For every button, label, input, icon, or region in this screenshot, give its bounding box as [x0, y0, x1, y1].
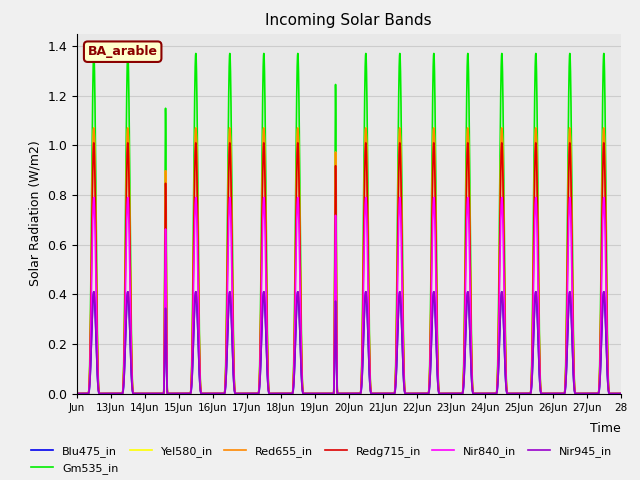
Line: Nir945_in: Nir945_in — [77, 292, 621, 394]
Text: Time: Time — [590, 422, 621, 435]
Yel580_in — [90, 125, 98, 131]
Redg715_in — [617, 391, 625, 396]
Blu475_in — [90, 289, 98, 295]
Gm535_in — [498, 51, 506, 57]
Text: BA_arable: BA_arable — [88, 45, 157, 58]
Redg715_in — [539, 391, 547, 396]
Red655_in — [73, 391, 81, 396]
Nir945_in — [398, 335, 406, 340]
Line: Blu475_in: Blu475_in — [77, 292, 621, 394]
Gm535_in — [617, 391, 625, 396]
Red655_in — [617, 391, 625, 396]
Blu475_in — [539, 391, 547, 396]
Red655_in — [369, 391, 377, 396]
Blu475_in — [369, 391, 377, 396]
Gm535_in — [525, 391, 532, 396]
Red655_in — [90, 125, 98, 131]
Red655_in — [539, 391, 547, 396]
Blu475_in — [186, 391, 193, 396]
Nir840_in — [539, 391, 547, 396]
Redg715_in — [498, 140, 506, 146]
Yel580_in — [398, 244, 406, 250]
Gm535_in — [369, 391, 377, 396]
Yel580_in — [73, 391, 81, 396]
Nir945_in — [498, 289, 506, 295]
Red655_in — [186, 391, 193, 396]
Nir945_in — [539, 391, 547, 396]
Redg715_in — [525, 391, 532, 396]
Redg715_in — [90, 140, 98, 146]
Red655_in — [398, 244, 406, 250]
Nir945_in — [73, 391, 81, 396]
Red655_in — [498, 125, 506, 131]
Blu475_in — [398, 335, 406, 340]
Title: Incoming Solar Bands: Incoming Solar Bands — [266, 13, 432, 28]
Line: Yel580_in: Yel580_in — [77, 128, 621, 394]
Redg715_in — [186, 391, 193, 396]
Legend: Blu475_in, Gm535_in, Yel580_in, Red655_in, Redg715_in, Nir840_in, Nir945_in: Blu475_in, Gm535_in, Yel580_in, Red655_i… — [27, 442, 616, 478]
Blu475_in — [498, 289, 506, 295]
Redg715_in — [398, 252, 406, 258]
Yel580_in — [369, 391, 377, 396]
Nir840_in — [369, 391, 377, 396]
Yel580_in — [186, 391, 193, 396]
Yel580_in — [525, 391, 532, 396]
Nir945_in — [186, 391, 193, 396]
Y-axis label: Solar Radiation (W/m2): Solar Radiation (W/m2) — [29, 141, 42, 287]
Nir840_in — [617, 391, 625, 396]
Red655_in — [525, 391, 532, 396]
Gm535_in — [186, 391, 193, 396]
Nir840_in — [398, 283, 406, 288]
Nir945_in — [90, 289, 98, 295]
Yel580_in — [617, 391, 625, 396]
Gm535_in — [90, 50, 98, 56]
Gm535_in — [398, 203, 406, 209]
Line: Nir840_in: Nir840_in — [77, 197, 621, 394]
Nir840_in — [186, 391, 193, 396]
Gm535_in — [539, 391, 547, 396]
Blu475_in — [525, 391, 532, 396]
Blu475_in — [73, 391, 81, 396]
Redg715_in — [73, 391, 81, 396]
Nir945_in — [617, 391, 625, 396]
Yel580_in — [539, 391, 547, 396]
Line: Red655_in: Red655_in — [77, 128, 621, 394]
Nir840_in — [498, 195, 506, 201]
Blu475_in — [617, 391, 625, 396]
Gm535_in — [73, 391, 81, 396]
Redg715_in — [369, 391, 377, 396]
Nir945_in — [369, 391, 377, 396]
Nir840_in — [90, 194, 98, 200]
Line: Redg715_in: Redg715_in — [77, 143, 621, 394]
Line: Gm535_in: Gm535_in — [77, 53, 621, 394]
Nir840_in — [525, 391, 532, 396]
Nir840_in — [73, 391, 81, 396]
Nir945_in — [525, 391, 532, 396]
Yel580_in — [498, 125, 506, 131]
